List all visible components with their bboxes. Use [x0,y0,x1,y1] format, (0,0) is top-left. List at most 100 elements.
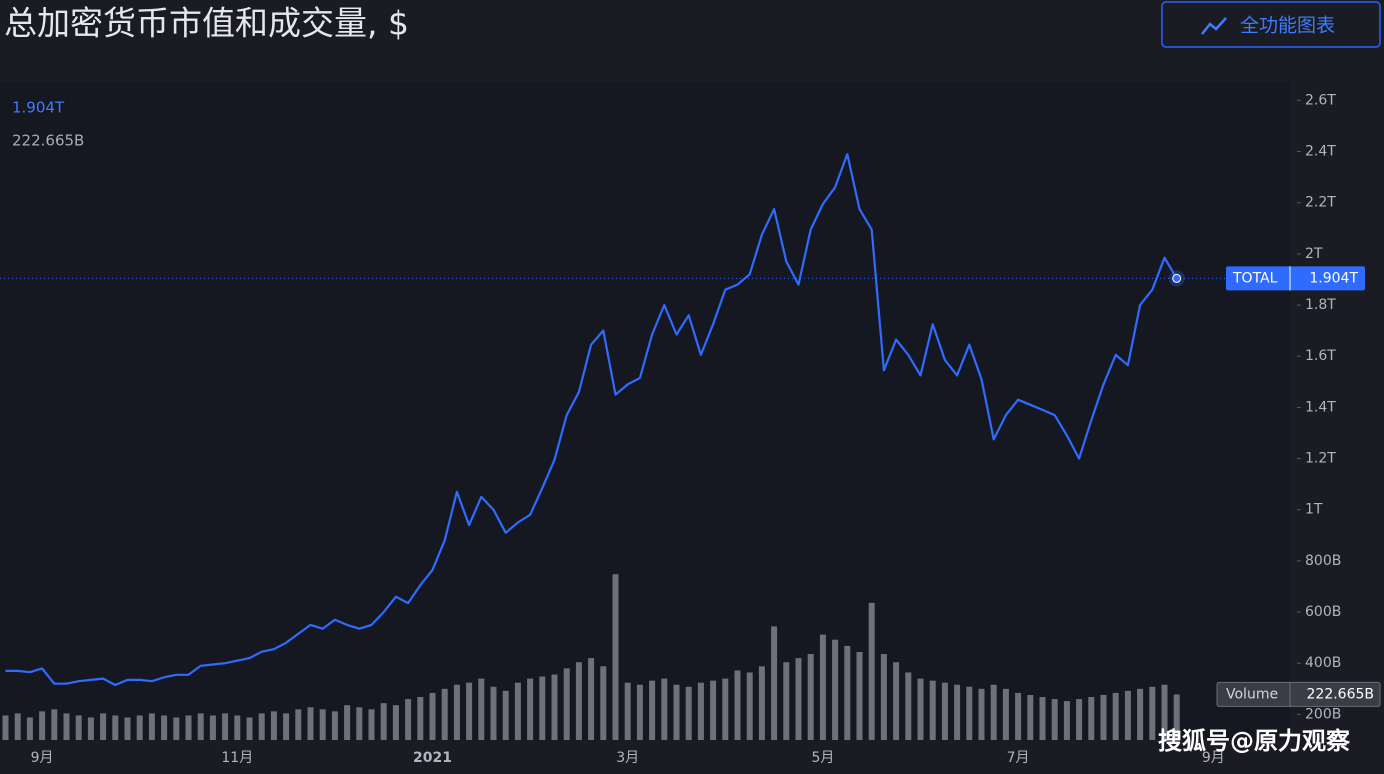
volume-bar [856,651,863,740]
volume-tag-value: 222.665B [1307,686,1375,702]
volume-bar [51,709,58,740]
volume-bar [1100,694,1107,740]
volume-bar [502,690,509,740]
volume-bar [710,680,717,740]
volume-bar [1002,688,1009,740]
total-tag-name: TOTAL [1232,270,1278,286]
volume-bar [1161,684,1168,740]
volume-bar [453,684,460,740]
volume-bar [478,678,485,740]
volume-bar [197,713,204,740]
volume-bar [563,668,570,740]
volume-bar [612,574,619,740]
volume-bar [270,711,277,740]
volume-bar [26,717,33,740]
legend-volume-value: 222.665B [12,132,84,150]
volume-bar [795,658,802,740]
volume-bar [966,686,973,740]
volume-bar [14,713,21,740]
volume-bar [734,670,741,740]
volume-bar [783,662,790,740]
y-tick-label: 2.6T [1305,92,1336,108]
volume-bar [575,662,582,740]
x-tick-label: 2021 [413,750,452,766]
button-label[interactable]: 全功能图表 [1240,15,1335,37]
legend-total-value: 1.904T [12,99,65,117]
volume-bar [136,715,143,740]
volume-bar [209,715,216,740]
volume-bar [405,699,412,740]
x-tick-label: 11月 [221,750,253,766]
chart-title: 总加密货币市值和成交量, $ [4,4,409,43]
y-tick-label: 800B [1305,553,1341,569]
volume-bar [673,684,680,740]
volume-bar [722,678,729,740]
volume-bar [1015,692,1022,740]
volume-bar [307,707,314,740]
button-frame[interactable] [1161,1,1381,48]
volume-bar [1137,688,1144,740]
y-tick-label: 1.6T [1305,348,1336,364]
volume-bar [490,686,497,740]
volume-bar [844,645,851,740]
volume-bar [1039,697,1046,740]
total-tag-value: 1.904T [1309,270,1358,286]
volume-bar [161,715,168,740]
volume-bar [819,634,826,740]
volume-bar [905,672,912,740]
volume-bar [234,715,241,740]
volume-bar [417,697,424,740]
volume-bar [697,682,704,740]
total-line [5,153,1178,687]
volume-bar [100,713,107,740]
y-tick-label: 1T [1305,502,1323,518]
volume-bar [1112,692,1119,740]
last-point [1172,273,1182,283]
volume-bar [283,713,290,740]
x-tick-label: 9月 [1202,750,1225,766]
volume-bar [441,688,448,740]
volume-bar [295,709,302,740]
y-tick-label: 2.4T [1305,144,1336,160]
y-tick-label: 2T [1305,246,1323,262]
volume-bar [380,703,387,740]
volume-bar [466,682,473,740]
volume-bar [893,662,900,740]
x-tick-label: 3月 [616,750,639,766]
volume-bar [368,709,375,740]
volume-bar [356,707,363,740]
volume-tag [1216,681,1381,707]
volume-bar [1076,699,1083,740]
volume-bar [661,678,668,740]
volume-bar [429,692,436,740]
volume-bar [588,658,595,740]
volume-bar [1063,701,1070,740]
volume-bar [112,715,119,740]
volume-bar [148,713,155,740]
full-chart-button[interactable]: 全功能图表 [1161,1,1381,48]
volume-bar [63,713,70,740]
y-tick-label: 400B [1305,655,1341,671]
volume-bar [75,715,82,740]
volume-bar [1149,686,1156,740]
volume-bar [527,678,534,740]
volume-bar [185,715,192,740]
volume-bar [868,602,875,740]
watermark: 搜狐号@原力观察 [1158,727,1351,755]
volume-bar [649,680,656,740]
volume-bar [246,717,253,740]
volume-bar [636,684,643,740]
x-tick-label: 9月 [31,750,54,766]
volume-bar [173,717,180,740]
total-tag [1226,266,1365,291]
volume-bar [1027,694,1034,740]
volume-bar [954,684,961,740]
volume-bar [1051,699,1058,740]
volume-bar [222,713,229,740]
volume-bar [551,674,558,740]
button-icon [1201,17,1227,35]
volume-bar [39,711,46,740]
volume-bar [1173,694,1180,740]
